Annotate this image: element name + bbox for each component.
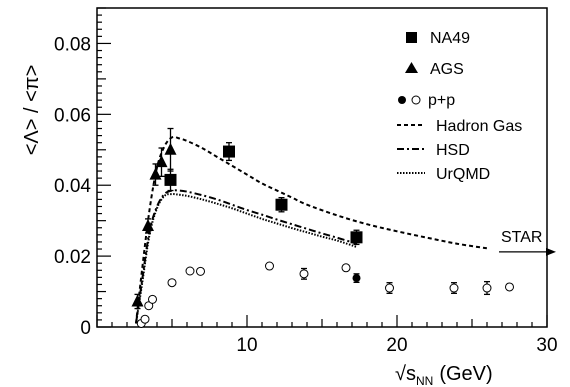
annotation-arrow-head bbox=[546, 247, 556, 256]
annotation-star: STAR bbox=[501, 229, 542, 246]
y-axis-label: <Λ> / <π> bbox=[21, 65, 43, 156]
x-axis-label: √sNN (GeV) bbox=[395, 363, 493, 387]
x-axis-label-base: s bbox=[406, 363, 416, 385]
data-point-pp-open bbox=[167, 278, 177, 288]
x-tick-label: 30 bbox=[536, 335, 557, 356]
data-point-ags bbox=[131, 294, 144, 307]
legend-marker-circle-open bbox=[411, 95, 421, 105]
model-curves bbox=[135, 135, 488, 324]
x-axis-label-root: √ bbox=[395, 363, 406, 385]
data-point-pp-open bbox=[140, 314, 150, 324]
x-axis-label-subscript: NN bbox=[416, 374, 433, 387]
legend-label-ags: AGS bbox=[430, 61, 464, 78]
x-axis: 10 20 30 bbox=[96, 315, 558, 356]
svg-text:√sNN(GeV): √sNN (GeV) bbox=[395, 363, 493, 387]
legend-label-pp: p+p bbox=[428, 92, 455, 109]
annotations: STAR bbox=[499, 229, 556, 256]
data-point-ags bbox=[164, 142, 177, 155]
legend-label-hadron-gas: Hadron Gas bbox=[436, 118, 522, 135]
data-point-pp-open bbox=[148, 294, 157, 304]
data-point-pp-open bbox=[265, 261, 274, 271]
data-point-pp-open bbox=[299, 269, 309, 279]
data-point-pp-open bbox=[196, 266, 205, 276]
data-series bbox=[131, 127, 514, 328]
y-axis: 0 0.02 0.04 0.06 0.08 bbox=[54, 7, 111, 339]
x-tick-label: 10 bbox=[236, 335, 257, 356]
data-point-pp-open bbox=[449, 283, 459, 293]
data-point-ags bbox=[155, 155, 168, 168]
legend-label-hsd: HSD bbox=[436, 142, 470, 159]
data-point-pp-filled bbox=[352, 274, 361, 283]
curve-urqmd bbox=[135, 193, 357, 324]
data-point-pp-open bbox=[385, 283, 394, 293]
legend-marker-circle-filled bbox=[398, 96, 406, 104]
data-point-na49 bbox=[275, 198, 288, 211]
data-point-pp-open bbox=[185, 266, 195, 276]
legend: NA49 AGS p+p Hadron Gas HSD UrQMD bbox=[397, 30, 522, 183]
data-point-ags bbox=[149, 167, 162, 180]
data-point-na49 bbox=[223, 145, 235, 158]
legend-label-na49: NA49 bbox=[430, 30, 470, 47]
y-tick-label: 0 bbox=[80, 318, 91, 339]
data-point-ags bbox=[142, 218, 154, 231]
data-point-na49 bbox=[164, 173, 177, 186]
legend-marker-triangle bbox=[405, 62, 418, 73]
data-point-pp-open bbox=[482, 283, 492, 293]
x-tick-label: 20 bbox=[386, 335, 407, 356]
data-point-pp-open bbox=[341, 263, 351, 273]
legend-marker-square bbox=[406, 32, 417, 43]
data-point-na49 bbox=[350, 231, 363, 244]
y-tick-label: 0.08 bbox=[54, 34, 91, 55]
data-point-pp-open bbox=[505, 282, 514, 292]
y-tick-label: 0.04 bbox=[54, 176, 91, 197]
y-tick-label: 0.02 bbox=[54, 247, 91, 268]
legend-label-urqmd: UrQMD bbox=[436, 166, 490, 183]
x-axis-label-unit: (GeV) bbox=[439, 363, 492, 385]
y-tick-label: 0.06 bbox=[54, 105, 91, 126]
curve-hadron-gas bbox=[135, 135, 488, 324]
